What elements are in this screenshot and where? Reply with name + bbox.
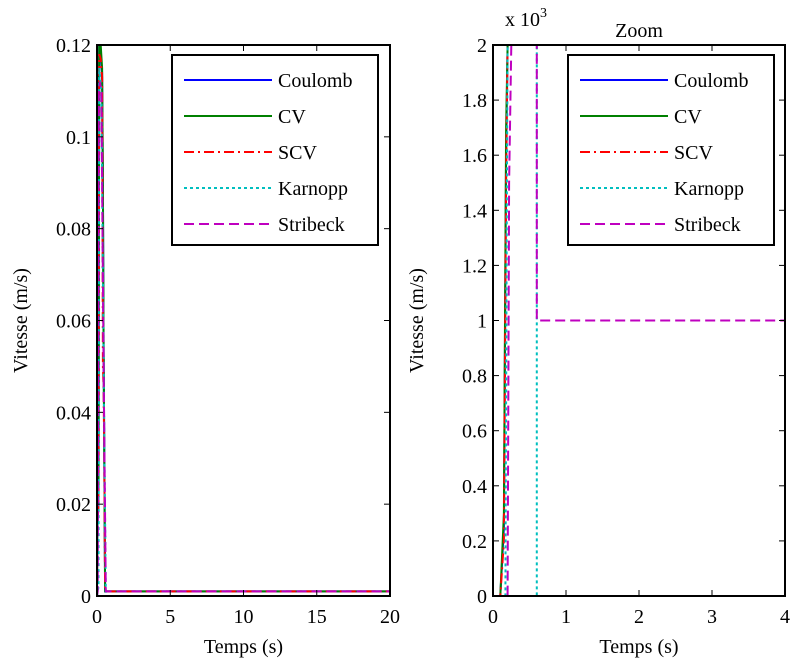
x-tick-label: 15 [307, 606, 327, 628]
legend-entry-label: Coulomb [278, 70, 352, 92]
x-axis-label: Temps (s) [599, 636, 678, 658]
y-exponent-label: x 103 [505, 6, 547, 31]
y-axis-label: Vitesse (m/s) [406, 268, 428, 373]
x-tick-label: 20 [380, 606, 400, 628]
legend-entry-label: Coulomb [674, 70, 748, 92]
y-tick-label: 2 [477, 35, 487, 57]
series-line-stribeck [97, 81, 390, 596]
y-tick-label: 0.06 [56, 311, 91, 333]
x-tick-label: 5 [165, 606, 175, 628]
y-axis-label: Vitesse (m/s) [10, 268, 32, 373]
legend-entry-label: Stribeck [674, 214, 741, 236]
legend-entry-label: CV [674, 106, 702, 128]
x-tick-label: 2 [634, 606, 644, 628]
legend-entry-label: CV [278, 106, 306, 128]
series-line-scv [493, 45, 512, 596]
legend-entry-label: SCV [674, 142, 713, 164]
x-tick-label: 4 [780, 606, 790, 628]
x-tick-label: 0 [92, 606, 102, 628]
legend-entry-label: Karnopp [278, 178, 348, 200]
x-tick-label: 1 [561, 606, 571, 628]
legend-box [567, 54, 775, 246]
y-tick-label: 1 [477, 311, 487, 333]
legend-box [171, 54, 379, 246]
y-tick-label: 1.2 [462, 255, 487, 277]
chart-panel-1: 0 5 10 15 20 0 0.02 0.04 0.06 0.08 0.1 0.12 Temps (s… [10, 35, 400, 658]
chart-title: Zoom [615, 20, 663, 42]
y-tick-label: 1.8 [462, 90, 487, 112]
y-tick-label: 0.08 [56, 219, 91, 241]
y-tick-label: 0.2 [462, 531, 487, 553]
legend: Coulomb CV SCV Karnopp Stribeck [171, 54, 379, 246]
x-tick-label: 3 [707, 606, 717, 628]
x-axis-label: Temps (s) [204, 636, 283, 658]
y-tick-label: 0.4 [462, 476, 487, 498]
y-tick-label: 0.1 [66, 127, 91, 149]
y-tick-label: 0.8 [462, 366, 487, 388]
legend-entry-label: SCV [278, 142, 317, 164]
legend-entry-label: Karnopp [674, 178, 744, 200]
legend: Coulomb CV SCV Karnopp Stribeck [567, 54, 775, 246]
plot-area [493, 45, 785, 596]
y-tick-label: 0.6 [462, 421, 487, 443]
chart-panel-2: 0 1 2 3 4 0 0.2 0.4 0.6 0.8 1 1.2 1.4 1.6 1.8 2 Temps (s… [406, 6, 790, 658]
y-tick-label: 0.04 [56, 402, 91, 424]
y-tick-label: 1.6 [462, 145, 487, 167]
y-tick-label: 0 [477, 586, 487, 608]
y-tick-label: 0.02 [56, 494, 91, 516]
x-tick-label: 0 [488, 606, 498, 628]
x-tick-label: 10 [234, 606, 254, 628]
legend-entry-label: Stribeck [278, 214, 345, 236]
y-tick-label: 1.4 [462, 200, 487, 222]
y-tick-label: 0 [81, 586, 91, 608]
y-tick-label: 0.12 [56, 35, 91, 57]
